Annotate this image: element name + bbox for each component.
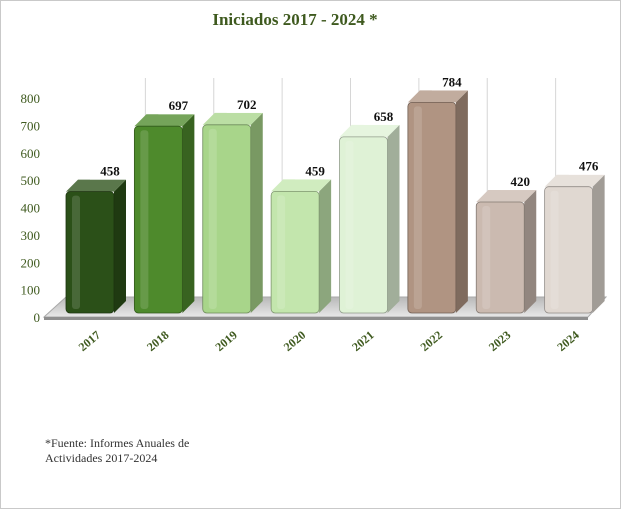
x-tick-label: 2024	[554, 328, 581, 354]
bar-top	[339, 124, 400, 137]
bar	[407, 101, 457, 314]
bar-side	[182, 114, 195, 313]
y-tick-label: 400	[21, 201, 41, 216]
bar	[202, 124, 252, 314]
x-tick-label: 2018	[144, 328, 171, 354]
data-label-box	[295, 161, 336, 180]
bar-top	[66, 179, 126, 192]
bar	[339, 136, 388, 314]
data-label-box	[226, 94, 267, 113]
bar-side	[319, 179, 332, 313]
data-label-box	[431, 72, 472, 91]
data-label-box	[363, 106, 404, 125]
y-tick-label: 100	[21, 283, 41, 298]
bar-side	[250, 112, 263, 313]
bar-highlight	[550, 190, 559, 309]
bar-highlight	[345, 140, 354, 309]
data-label: 658	[374, 109, 394, 124]
data-label: 459	[305, 163, 325, 178]
bar-highlight	[413, 106, 422, 309]
bar-top	[134, 114, 195, 127]
y-tick-label: 200	[21, 255, 41, 270]
y-tick-label: 0	[34, 310, 41, 325]
bar-highlight	[72, 195, 80, 309]
data-label: 784	[442, 74, 462, 89]
source-note: *Fuente: Informes Anuales de Actividades…	[45, 436, 190, 465]
bar-highlight	[140, 130, 149, 309]
bar	[270, 190, 320, 314]
bar	[475, 201, 525, 314]
bar-top	[271, 179, 332, 192]
data-label-box	[158, 96, 199, 115]
bar-highlight	[482, 206, 491, 309]
bar-top	[202, 112, 263, 125]
bar	[65, 191, 115, 314]
x-tick-label: 2021	[349, 328, 376, 354]
y-tick-label: 500	[21, 173, 41, 188]
x-tick-label: 2017	[76, 328, 103, 354]
chart-floor-edge	[44, 317, 588, 320]
chart-title: Iniciados 2017 - 2024 *	[212, 10, 378, 29]
y-tick-label: 800	[21, 91, 41, 106]
x-tick-label: 2020	[281, 328, 308, 354]
bar	[544, 186, 594, 314]
data-label-box	[500, 172, 541, 191]
bar-side	[387, 124, 400, 313]
bar-highlight	[208, 128, 217, 309]
bar	[133, 125, 183, 314]
x-tick-label: 2019	[212, 328, 239, 354]
bar-top	[544, 174, 605, 187]
data-label: 458	[100, 164, 120, 179]
x-tick-label: 2023	[486, 328, 513, 354]
bar-side	[455, 90, 468, 313]
data-label: 420	[511, 174, 531, 189]
data-label: 476	[579, 159, 599, 174]
bar-side	[114, 179, 126, 313]
bar-top	[476, 190, 537, 203]
data-label: 702	[237, 97, 257, 112]
data-label-box	[90, 161, 130, 180]
y-tick-label: 600	[21, 146, 41, 161]
y-tick-label: 700	[21, 118, 41, 133]
data-label: 697	[169, 98, 189, 113]
x-tick-label: 2022	[418, 328, 445, 354]
y-tick-label: 300	[21, 228, 41, 243]
bar-top	[407, 90, 468, 103]
bar-highlight	[277, 195, 286, 309]
bar-side	[524, 190, 537, 313]
bar-side	[592, 174, 605, 313]
data-label-box	[568, 156, 609, 175]
